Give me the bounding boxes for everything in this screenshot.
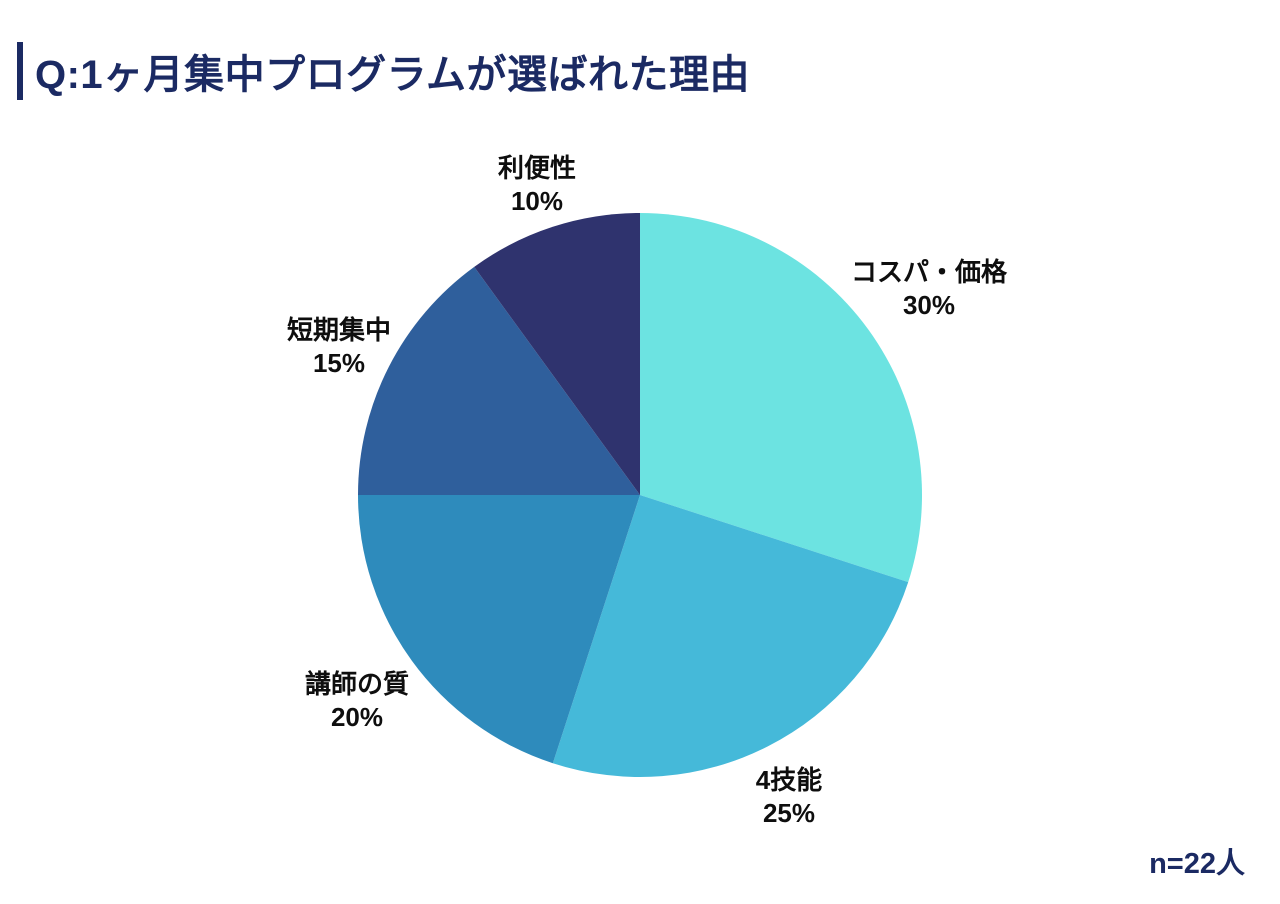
pie-chart — [357, 212, 923, 778]
slice-label-cospa-price: コスパ・価格 30% — [851, 256, 1007, 322]
slice-name: 講師の質 — [304, 669, 410, 699]
sample-size-note: n=22人 — [1149, 848, 1245, 880]
slice-name: コスパ・価格 — [850, 257, 1008, 287]
page-title: Q:1ヶ月集中プログラムが選ばれた理由 — [35, 53, 750, 97]
slice-name: 利便性 — [497, 153, 577, 183]
header: Q:1ヶ月集中プログラムが選ばれた理由 — [17, 42, 750, 100]
slice-percent: 25% — [762, 798, 816, 828]
pie-slice-1 — [552, 495, 909, 778]
slice-percent: 30% — [902, 290, 956, 320]
slice-label-short-intensive: 短期集中 15% — [287, 314, 391, 380]
pie-slice-3 — [358, 266, 640, 495]
slice-label-convenience: 利便性 10% — [498, 152, 576, 218]
slice-name: 4技能 — [755, 765, 823, 795]
pie-slice-4 — [474, 213, 640, 495]
pie-slice-2 — [358, 495, 640, 764]
slice-label-teacher-quality: 講師の質 20% — [305, 668, 409, 734]
slice-percent: 15% — [312, 348, 366, 378]
slice-percent: 10% — [510, 186, 564, 216]
slice-name: 短期集中 — [286, 315, 392, 345]
title-accent-bar — [17, 42, 23, 100]
slice-percent: 20% — [330, 702, 384, 732]
slice-label-four-skills: 4技能 25% — [756, 764, 822, 830]
pie-chart-svg — [358, 213, 923, 778]
pie-slice-0 — [640, 213, 923, 583]
